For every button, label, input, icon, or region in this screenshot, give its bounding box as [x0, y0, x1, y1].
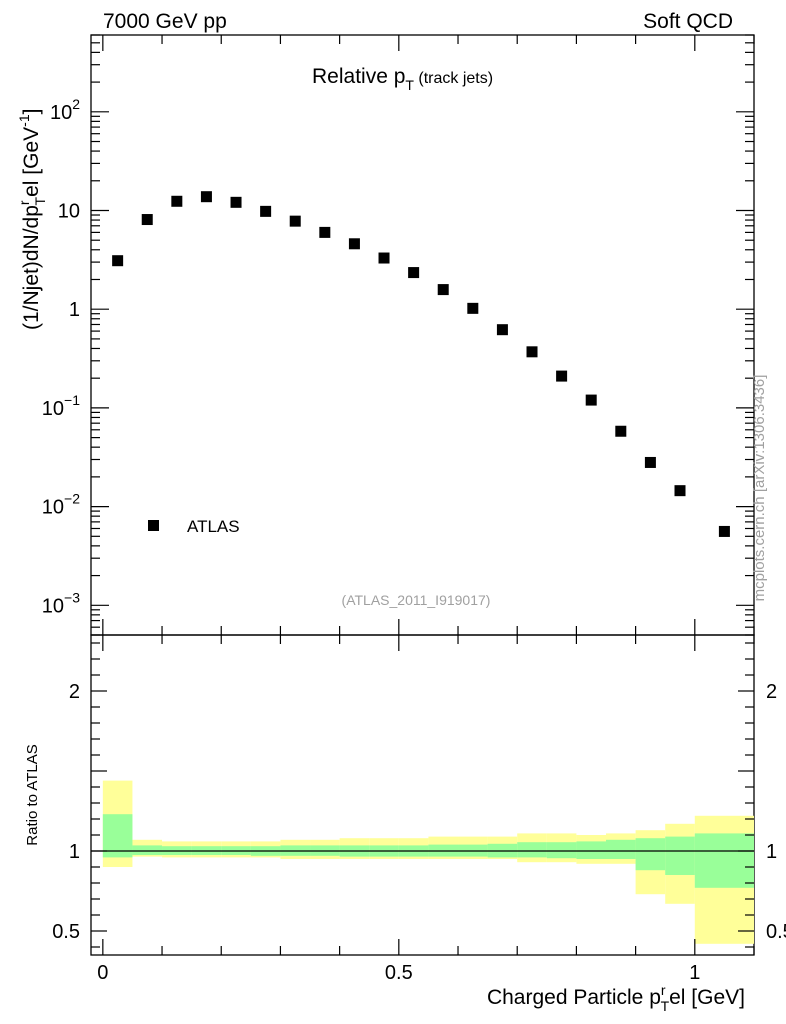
main-y-title-t3: ] [20, 109, 43, 115]
stat-band-bin [606, 839, 636, 859]
data-point-atlas [556, 370, 568, 382]
data-point-atlas [378, 252, 390, 264]
main-panel-frame [90, 34, 755, 636]
ratio-y-tick-label-left: 0.5 [52, 921, 80, 943]
ratio-y-tick-label-right: 0.5 [766, 921, 786, 943]
main-y-tick-label: 1 [69, 299, 80, 321]
main-y-tick-label: 10 [58, 200, 80, 222]
main-y-tick-exponent: −2 [64, 491, 80, 507]
axis-ticks [91, 34, 755, 955]
plot-title-main: Relative p [312, 65, 405, 88]
x-tick-label: 0.5 [385, 962, 413, 984]
plot-title-suffix: (track jets) [414, 70, 493, 87]
x-title-t1: Charged Particle p [487, 986, 661, 1009]
plot-title: Relative pT (track jets) [312, 65, 493, 93]
main-y-title-sup: r [16, 200, 32, 205]
main-y-title-t1: (1/Njet)dN/dp [20, 205, 43, 330]
stat-band-bin [665, 836, 695, 875]
stat-band-bin [517, 842, 547, 858]
main-y-tick-label: 10−1 [42, 392, 80, 420]
data-point-atlas [615, 425, 627, 437]
ratio-y-tick-label-right: 1 [766, 841, 777, 863]
main-y-tick-base: 10 [42, 595, 64, 617]
data-point-atlas [408, 267, 420, 279]
data-point-atlas [526, 346, 538, 358]
ratio-y-tick-labels: 2 2 1 1 0.5 0.5 [52, 681, 786, 943]
data-point-atlas [319, 226, 331, 238]
ratio-y-axis-title: Ratio to ATLAS [24, 744, 41, 845]
data-markers [112, 191, 730, 537]
main-y-tick-exponent: 2 [72, 96, 80, 112]
data-point-atlas [289, 215, 301, 227]
main-y-tick-base: 10 [58, 200, 80, 222]
ratio-uncertainty-bands [102, 780, 754, 944]
data-point-atlas [437, 284, 449, 296]
x-axis-title: Charged Particle pr Tel [GeV] [487, 982, 745, 1014]
main-y-tick-label: 10−3 [42, 589, 80, 617]
data-point-atlas [644, 456, 656, 468]
main-y-tick-exponent: −1 [64, 392, 80, 408]
stat-band-bin [694, 833, 754, 888]
ratio-panel-frame [90, 634, 755, 956]
legend-marker-atlas [148, 520, 159, 531]
main-y-tick-base: 10 [42, 497, 64, 519]
stat-band-bin [546, 842, 577, 859]
data-point-atlas [496, 324, 508, 336]
plot-title-sub: T [405, 77, 414, 93]
data-point-atlas [230, 196, 242, 208]
data-point-atlas [141, 214, 153, 226]
ratio-y-tick-label-left: 1 [69, 841, 80, 863]
ratio-y-tick-label-right: 2 [766, 681, 777, 703]
main-y-title-t2: el [GeV [20, 127, 43, 197]
main-y-title-sup2: -1 [16, 114, 32, 127]
data-point-atlas [171, 195, 183, 207]
x-tick-labels: 0 0.5 1 [97, 962, 700, 984]
data-point-atlas [718, 525, 730, 537]
main-y-axis-title: (1/Njet)dN/dprTel [GeV-1] [16, 109, 48, 330]
data-point-atlas [112, 255, 124, 267]
x-tick-label: 0 [97, 962, 108, 984]
main-y-tick-base: 10 [50, 102, 72, 124]
main-y-tick-base: 1 [69, 299, 80, 321]
main-y-tick-label: 10−2 [42, 491, 80, 519]
main-y-tick-exponent: −3 [64, 589, 80, 605]
stat-band-bin [635, 838, 666, 871]
main-y-tick-label: 102 [50, 96, 80, 124]
watermark: mcplots.cern.ch [arXiv:1306.3436] [751, 375, 768, 602]
data-point-atlas [467, 302, 479, 314]
legend-label-atlas: ATLAS [187, 517, 240, 536]
header-left: 7000 GeV pp [103, 10, 227, 33]
ratio-y-tick-label-left: 2 [69, 681, 80, 703]
stat-band-bin [576, 841, 607, 859]
x-title-sup: r [661, 982, 666, 998]
data-point-atlas [585, 394, 597, 406]
x-title-sub: T [661, 998, 670, 1014]
stat-band-bin [132, 845, 163, 855]
main-y-tick-base: 10 [42, 398, 64, 420]
analysis-id: (ATLAS_2011_I919017) [342, 592, 491, 608]
main-y-title-sub: T [32, 196, 48, 205]
x-tick-label: 1 [689, 962, 700, 984]
data-point-atlas [200, 191, 212, 203]
x-title-t2: el [GeV] [669, 986, 745, 1009]
data-point-atlas [348, 238, 360, 250]
header-right: Soft QCD [643, 10, 733, 33]
data-point-atlas [674, 485, 686, 497]
stat-band-bin [102, 814, 133, 858]
data-point-atlas [260, 205, 272, 217]
